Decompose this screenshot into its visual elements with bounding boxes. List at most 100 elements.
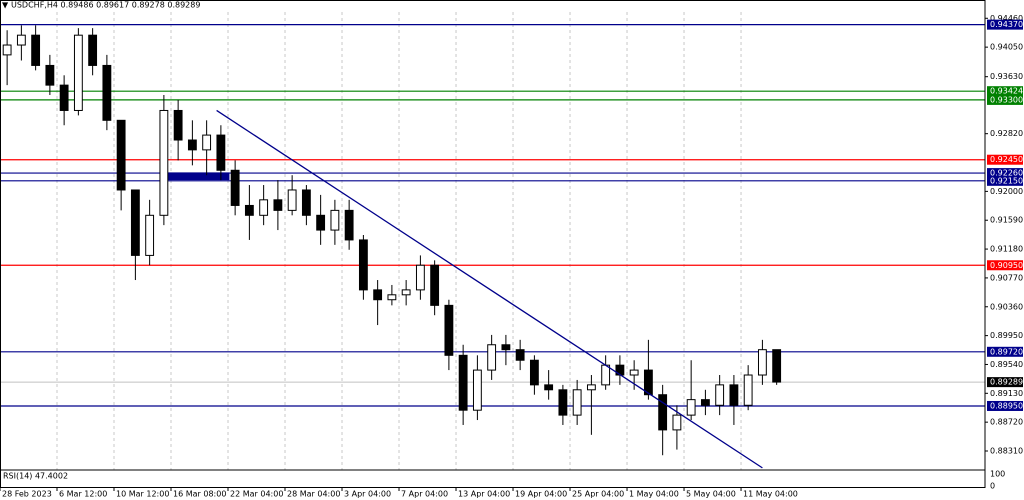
candle-body (586, 384, 596, 391)
candle-body (273, 199, 283, 211)
level-tag (987, 94, 1023, 105)
x-tick-label: 28 Feb 2023 (2, 490, 52, 499)
candle-body (316, 214, 326, 231)
candle-body (757, 349, 767, 376)
level-label: 0.89720 (990, 347, 1023, 356)
x-tick-label: 3 Apr 04:00 (344, 490, 391, 499)
level-tag (987, 260, 1023, 271)
candle-body (401, 289, 411, 296)
candle-body (88, 34, 98, 66)
candle-body (187, 139, 197, 151)
candle-body (159, 109, 169, 216)
candle-body (458, 354, 468, 411)
level-label: 0.94370 (990, 20, 1023, 29)
level-label: 0.93300 (990, 95, 1023, 104)
x-tick-label: 25 Apr 04:00 (572, 490, 624, 499)
price-label: 0.89289 (990, 378, 1023, 387)
candle-body (643, 369, 653, 396)
candle-body (202, 134, 212, 151)
chart-title: USDCHF,H4 0.89486 0.89617 0.89278 0.8928… (11, 1, 200, 10)
level-label: 0.92150 (990, 176, 1023, 185)
x-tick-label: 28 Mar 04:00 (287, 490, 340, 499)
rsi-tick-label: 100 (990, 470, 1005, 479)
candle-body (130, 189, 140, 256)
candle-body (2, 44, 12, 56)
candle-body (16, 34, 26, 46)
candle-body (358, 239, 368, 291)
candle-body (715, 384, 725, 406)
candle-body (472, 369, 482, 411)
x-tick-label: 13 Apr 04:00 (458, 490, 510, 499)
candle-body (173, 109, 183, 141)
candle-body (244, 204, 254, 216)
candle-body (658, 394, 668, 431)
candle-body (344, 209, 354, 241)
candle-body (59, 84, 69, 111)
y-tick-label: 0.89540 (990, 360, 1023, 369)
candle-body (501, 344, 511, 351)
candle-body (415, 264, 425, 291)
candle-body (45, 64, 55, 86)
y-tick-label: 0.94050 (990, 43, 1023, 52)
x-tick-label: 19 Apr 04:00 (515, 490, 567, 499)
candle-body (544, 384, 554, 391)
y-tick-label: 0.94460 (990, 14, 1023, 23)
candle-body (487, 344, 497, 371)
y-tick-label: 0.90360 (990, 302, 1023, 311)
level-label: 0.92260 (990, 169, 1023, 178)
candle-body (444, 304, 454, 356)
level-tag (987, 19, 1023, 30)
candle-body (387, 294, 397, 301)
level-label: 0.90950 (990, 261, 1023, 270)
y-tick-label: 0.91590 (990, 216, 1023, 225)
x-tick-label: 6 Mar 12:00 (59, 490, 107, 499)
level-tag (987, 86, 1023, 97)
y-tick-label: 0.88720 (990, 418, 1023, 427)
level-tag (987, 346, 1023, 357)
y-tick-label: 0.92820 (990, 129, 1023, 138)
x-tick-label: 11 May 04:00 (743, 490, 798, 499)
y-tick-label: 0.88310 (990, 447, 1023, 456)
candle-body (515, 349, 525, 361)
candle-body (700, 399, 710, 406)
candle-body (772, 349, 782, 383)
level-tag (987, 175, 1023, 186)
x-tick-label: 7 Apr 04:00 (401, 490, 448, 499)
x-tick-label: 1 May 04:00 (629, 490, 679, 499)
y-tick-label: 0.89950 (990, 331, 1023, 340)
trendline (216, 109, 763, 469)
candle-body (145, 214, 155, 256)
candle-body (102, 64, 112, 121)
candle-body (73, 34, 83, 111)
candle-body (230, 169, 240, 206)
candle-body (558, 389, 568, 416)
price-tag (987, 377, 1023, 388)
candle-body (259, 199, 269, 216)
candle-body (287, 189, 297, 211)
candle-body (430, 264, 440, 306)
candle-body (373, 289, 383, 301)
level-tag (987, 168, 1023, 179)
level-tag (987, 400, 1023, 411)
candle-body (729, 384, 739, 406)
candle-body (601, 364, 611, 386)
level-label: 0.88950 (990, 401, 1023, 410)
x-tick-label: 10 Mar 12:00 (116, 490, 169, 499)
rsi-label: RSI(14) 47.4002 (3, 472, 68, 481)
level-label: 0.93424 (990, 87, 1023, 96)
candle-body (743, 374, 753, 406)
x-tick-label: 16 Mar 08:00 (173, 490, 226, 499)
candle-body (529, 359, 539, 386)
candle-body (572, 389, 582, 416)
menu-arrow: ▼ (2, 1, 9, 10)
rsi-tick-label: 0 (990, 482, 995, 491)
y-tick-label: 0.93630 (990, 72, 1023, 81)
candle-body (629, 369, 639, 376)
candle-body (672, 414, 682, 431)
level-label: 0.92450 (990, 155, 1023, 164)
candle-body (116, 119, 126, 191)
candle-body (330, 209, 340, 231)
x-tick-label: 22 Mar 04:00 (230, 490, 283, 499)
